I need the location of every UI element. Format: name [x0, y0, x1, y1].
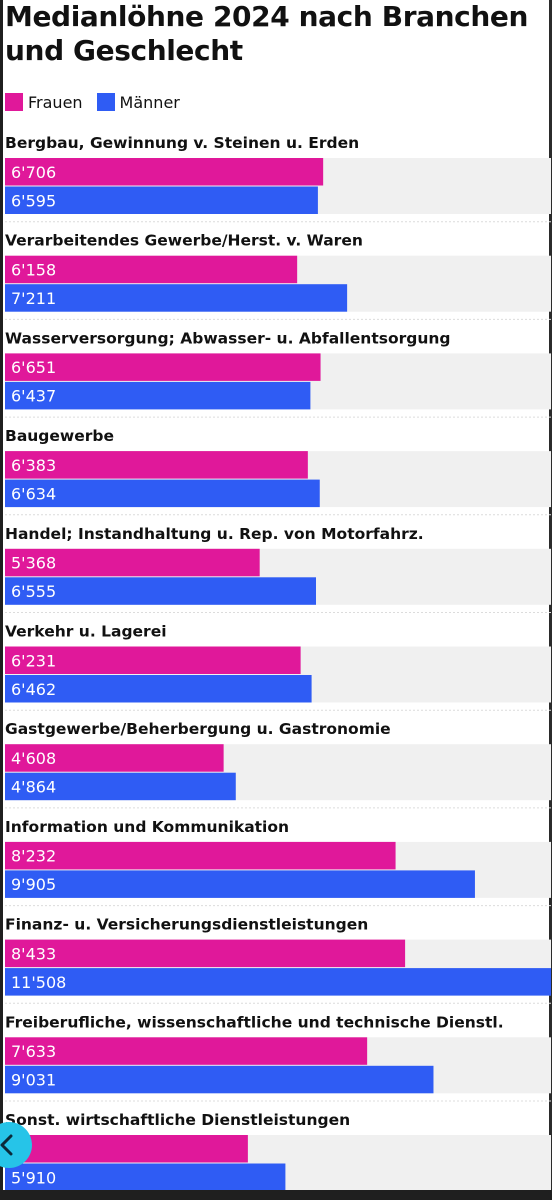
legend: Frauen Männer: [5, 92, 194, 112]
bar-frauen: [5, 646, 301, 674]
data-label-maenner: 9'905: [11, 875, 56, 894]
data-label-maenner: 11'508: [11, 973, 66, 992]
legend-item-frauen: Frauen: [5, 93, 83, 112]
bar-frauen: [5, 158, 324, 186]
bottom-bar: [0, 1190, 552, 1200]
category-label: Gastgewerbe/Beherbergung u. Gastronomie: [5, 720, 391, 738]
bar-frauen: [5, 548, 260, 577]
data-label-maenner: 7'211: [11, 289, 56, 308]
data-label-maenner: 6'595: [11, 191, 56, 210]
chevron-left-icon: [0, 1134, 13, 1156]
category-label: Baugewerbe: [5, 427, 114, 445]
category-label: Sonst. wirtschaftliche Dienstleistungen: [5, 1111, 350, 1129]
data-label-maenner: 6'437: [11, 387, 56, 406]
data-label-frauen: 6'231: [11, 651, 56, 670]
bar-maenner: [5, 186, 318, 214]
bar-maenner: [5, 1065, 434, 1094]
legend-item-maenner: Männer: [96, 92, 180, 112]
bar-frauen: [5, 939, 406, 968]
bar-chart: Bergbau, Gewinnung v. Steinen u. Erden 6'…: [5, 134, 551, 1190]
category-label: Information und Kommunikation: [5, 818, 289, 836]
legend-label-maenner: Männer: [119, 92, 180, 112]
bar-maenner: [5, 968, 551, 996]
left-border: [0, 0, 3, 1200]
bar-frauen: [5, 353, 321, 381]
data-label-maenner: 5'910: [11, 1168, 56, 1187]
data-label-maenner: 6'555: [11, 582, 56, 601]
back-button[interactable]: [0, 1122, 32, 1168]
category-label: Bergbau, Gewinnung v. Steinen u. Erden: [5, 134, 359, 152]
bar-maenner: [5, 577, 317, 605]
bar-maenner: [5, 772, 236, 801]
data-label-frauen: 6'651: [11, 358, 56, 377]
data-label-frauen: 4'608: [11, 749, 56, 768]
data-label-maenner: 6'634: [11, 484, 56, 503]
bar-frauen: [5, 255, 298, 284]
data-label-frauen: 6'383: [11, 456, 56, 475]
legend-label-frauen: Frauen: [28, 92, 83, 112]
category-label: Wasserversorgung; Abwasser- u. Abfallent…: [5, 329, 451, 347]
bar-frauen: [5, 1135, 248, 1163]
category-label: Freiberufliche, wissenschaftliche und te…: [5, 1013, 504, 1031]
data-label-frauen: 8'433: [11, 944, 56, 963]
category-label: Verkehr u. Lagerei: [5, 623, 167, 641]
data-label-frauen: 5'368: [11, 554, 56, 573]
legend-swatch-maenner: [96, 93, 115, 111]
data-label-frauen: 6'158: [11, 260, 56, 279]
bar-maenner: [5, 870, 475, 898]
bar-frauen: [5, 1037, 368, 1065]
legend-swatch-frauen: [5, 93, 23, 111]
data-label-frauen: 7'633: [11, 1042, 56, 1061]
chart-title: Medianlöhne 2024 nach Branchen und Gesch…: [5, 0, 528, 67]
bar-frauen: [5, 841, 396, 870]
data-label-frauen: 6'706: [11, 163, 56, 182]
category-label: Verarbeitendes Gewerbe/Herst. v. Waren: [5, 232, 363, 250]
data-label-maenner: 4'864: [11, 777, 56, 796]
data-label-maenner: 6'462: [11, 680, 56, 699]
bar-maenner: [5, 381, 311, 410]
bar-frauen: [5, 451, 308, 479]
bar-maenner: [5, 675, 312, 703]
category-label: Finanz- u. Versicherungsdienstleistungen: [5, 916, 368, 934]
category-label: Handel; Instandhaltung u. Rep. von Motor…: [5, 525, 424, 543]
bar-maenner: [5, 479, 320, 508]
bar-maenner: [5, 1163, 286, 1190]
bar-maenner: [5, 284, 348, 312]
data-label-maenner: 9'031: [11, 1071, 56, 1090]
data-label-frauen: 8'232: [11, 847, 56, 866]
bar-frauen: [5, 744, 224, 772]
